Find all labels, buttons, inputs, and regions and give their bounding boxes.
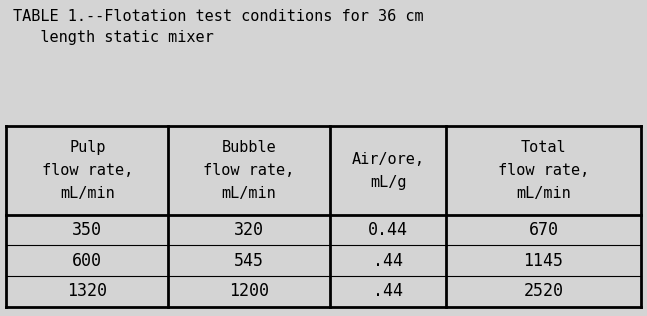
Text: Bubble: Bubble [222, 140, 276, 155]
Text: .44: .44 [373, 252, 403, 270]
Text: 1145: 1145 [523, 252, 564, 270]
Text: flow rate,: flow rate, [203, 163, 295, 178]
Text: Air/ore,: Air/ore, [352, 152, 424, 167]
Text: flow rate,: flow rate, [41, 163, 133, 178]
Text: mL/g: mL/g [370, 174, 406, 190]
Text: mL/min: mL/min [222, 186, 276, 201]
Text: 350: 350 [72, 221, 102, 239]
Text: 1320: 1320 [67, 282, 107, 300]
Text: 670: 670 [529, 221, 558, 239]
Text: Pulp: Pulp [69, 140, 105, 155]
Text: mL/min: mL/min [60, 186, 115, 201]
Text: 1200: 1200 [229, 282, 269, 300]
Text: 0.44: 0.44 [368, 221, 408, 239]
Text: flow rate,: flow rate, [498, 163, 589, 178]
Text: 320: 320 [234, 221, 264, 239]
Text: TABLE 1.--Flotation test conditions for 36 cm
   length static mixer: TABLE 1.--Flotation test conditions for … [13, 9, 424, 46]
Text: Total: Total [521, 140, 566, 155]
Text: 600: 600 [72, 252, 102, 270]
Text: 2520: 2520 [523, 282, 564, 300]
Text: .44: .44 [373, 282, 403, 300]
Text: 545: 545 [234, 252, 264, 270]
Text: mL/min: mL/min [516, 186, 571, 201]
